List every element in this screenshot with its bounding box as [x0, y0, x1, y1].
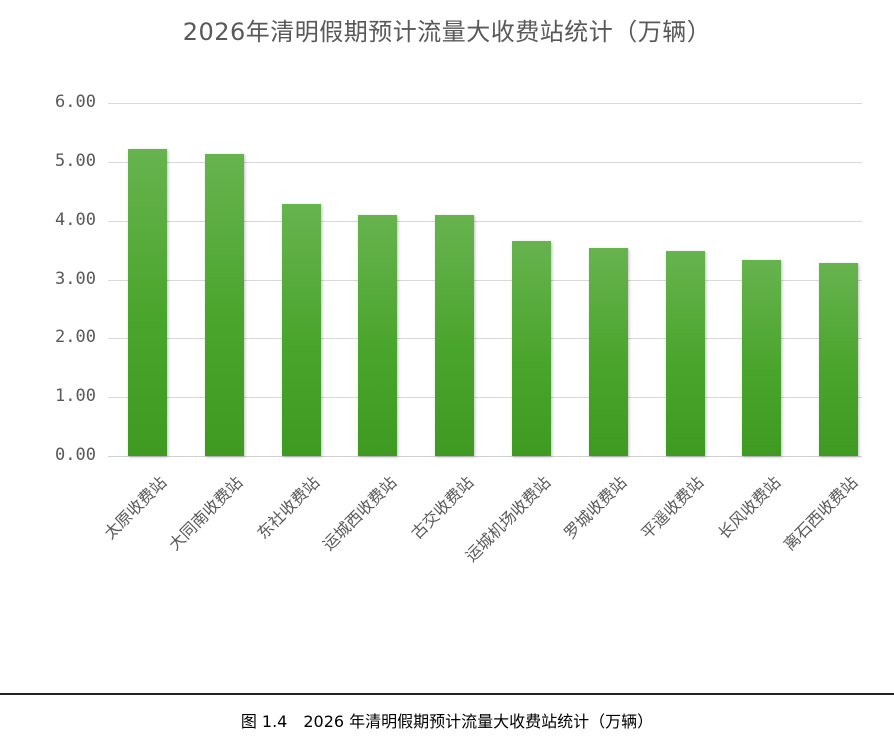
bar	[358, 215, 397, 456]
y-tick-label: 0.00	[55, 445, 96, 465]
gridline	[108, 456, 862, 457]
bar	[512, 241, 551, 456]
bar	[435, 215, 474, 456]
x-tick-label: 运城西收费站	[318, 472, 401, 555]
y-tick-label: 2.00	[55, 327, 96, 347]
x-tick-label: 大同南收费站	[164, 472, 247, 555]
y-tick-label: 5.00	[55, 151, 96, 171]
y-tick-label: 1.00	[55, 386, 96, 406]
gridline	[108, 280, 862, 281]
bar	[128, 149, 167, 456]
gridline	[108, 397, 862, 398]
bar	[205, 154, 244, 456]
plot-area: 0.00 1.00 2.00 3.00 4.00 5.00 6.00 太原收费站 大同南收费站东…	[55, 92, 862, 565]
gridline	[108, 221, 862, 222]
y-tick-label: 3.00	[55, 269, 96, 289]
gridline	[108, 103, 862, 104]
x-tick-label: 太原收费站	[100, 472, 171, 543]
x-tick-label: 长风收费站	[714, 472, 785, 543]
figure-caption: 图 1.4 2026 年清明假期预计流量大收费站统计（万辆）	[240, 712, 654, 731]
chart-title: 2026年清明假期预计流量大收费站统计（万辆）	[182, 18, 712, 46]
bar	[666, 251, 705, 456]
bar	[589, 248, 628, 456]
x-tick-label: 罗城收费站	[560, 472, 631, 543]
gridline	[108, 162, 862, 163]
x-tick-label: 平遥收费站	[637, 472, 708, 543]
x-tick-label: 离石西收费站	[779, 472, 862, 555]
divider	[0, 693, 894, 695]
x-tick-label: 东社收费站	[253, 472, 324, 543]
y-tick-label: 6.00	[55, 92, 96, 112]
bar	[282, 204, 321, 456]
x-tick-label: 古交收费站	[407, 472, 478, 543]
bar	[819, 263, 858, 456]
y-tick-label: 4.00	[55, 210, 96, 230]
gridline	[108, 338, 862, 339]
bar	[742, 260, 781, 456]
